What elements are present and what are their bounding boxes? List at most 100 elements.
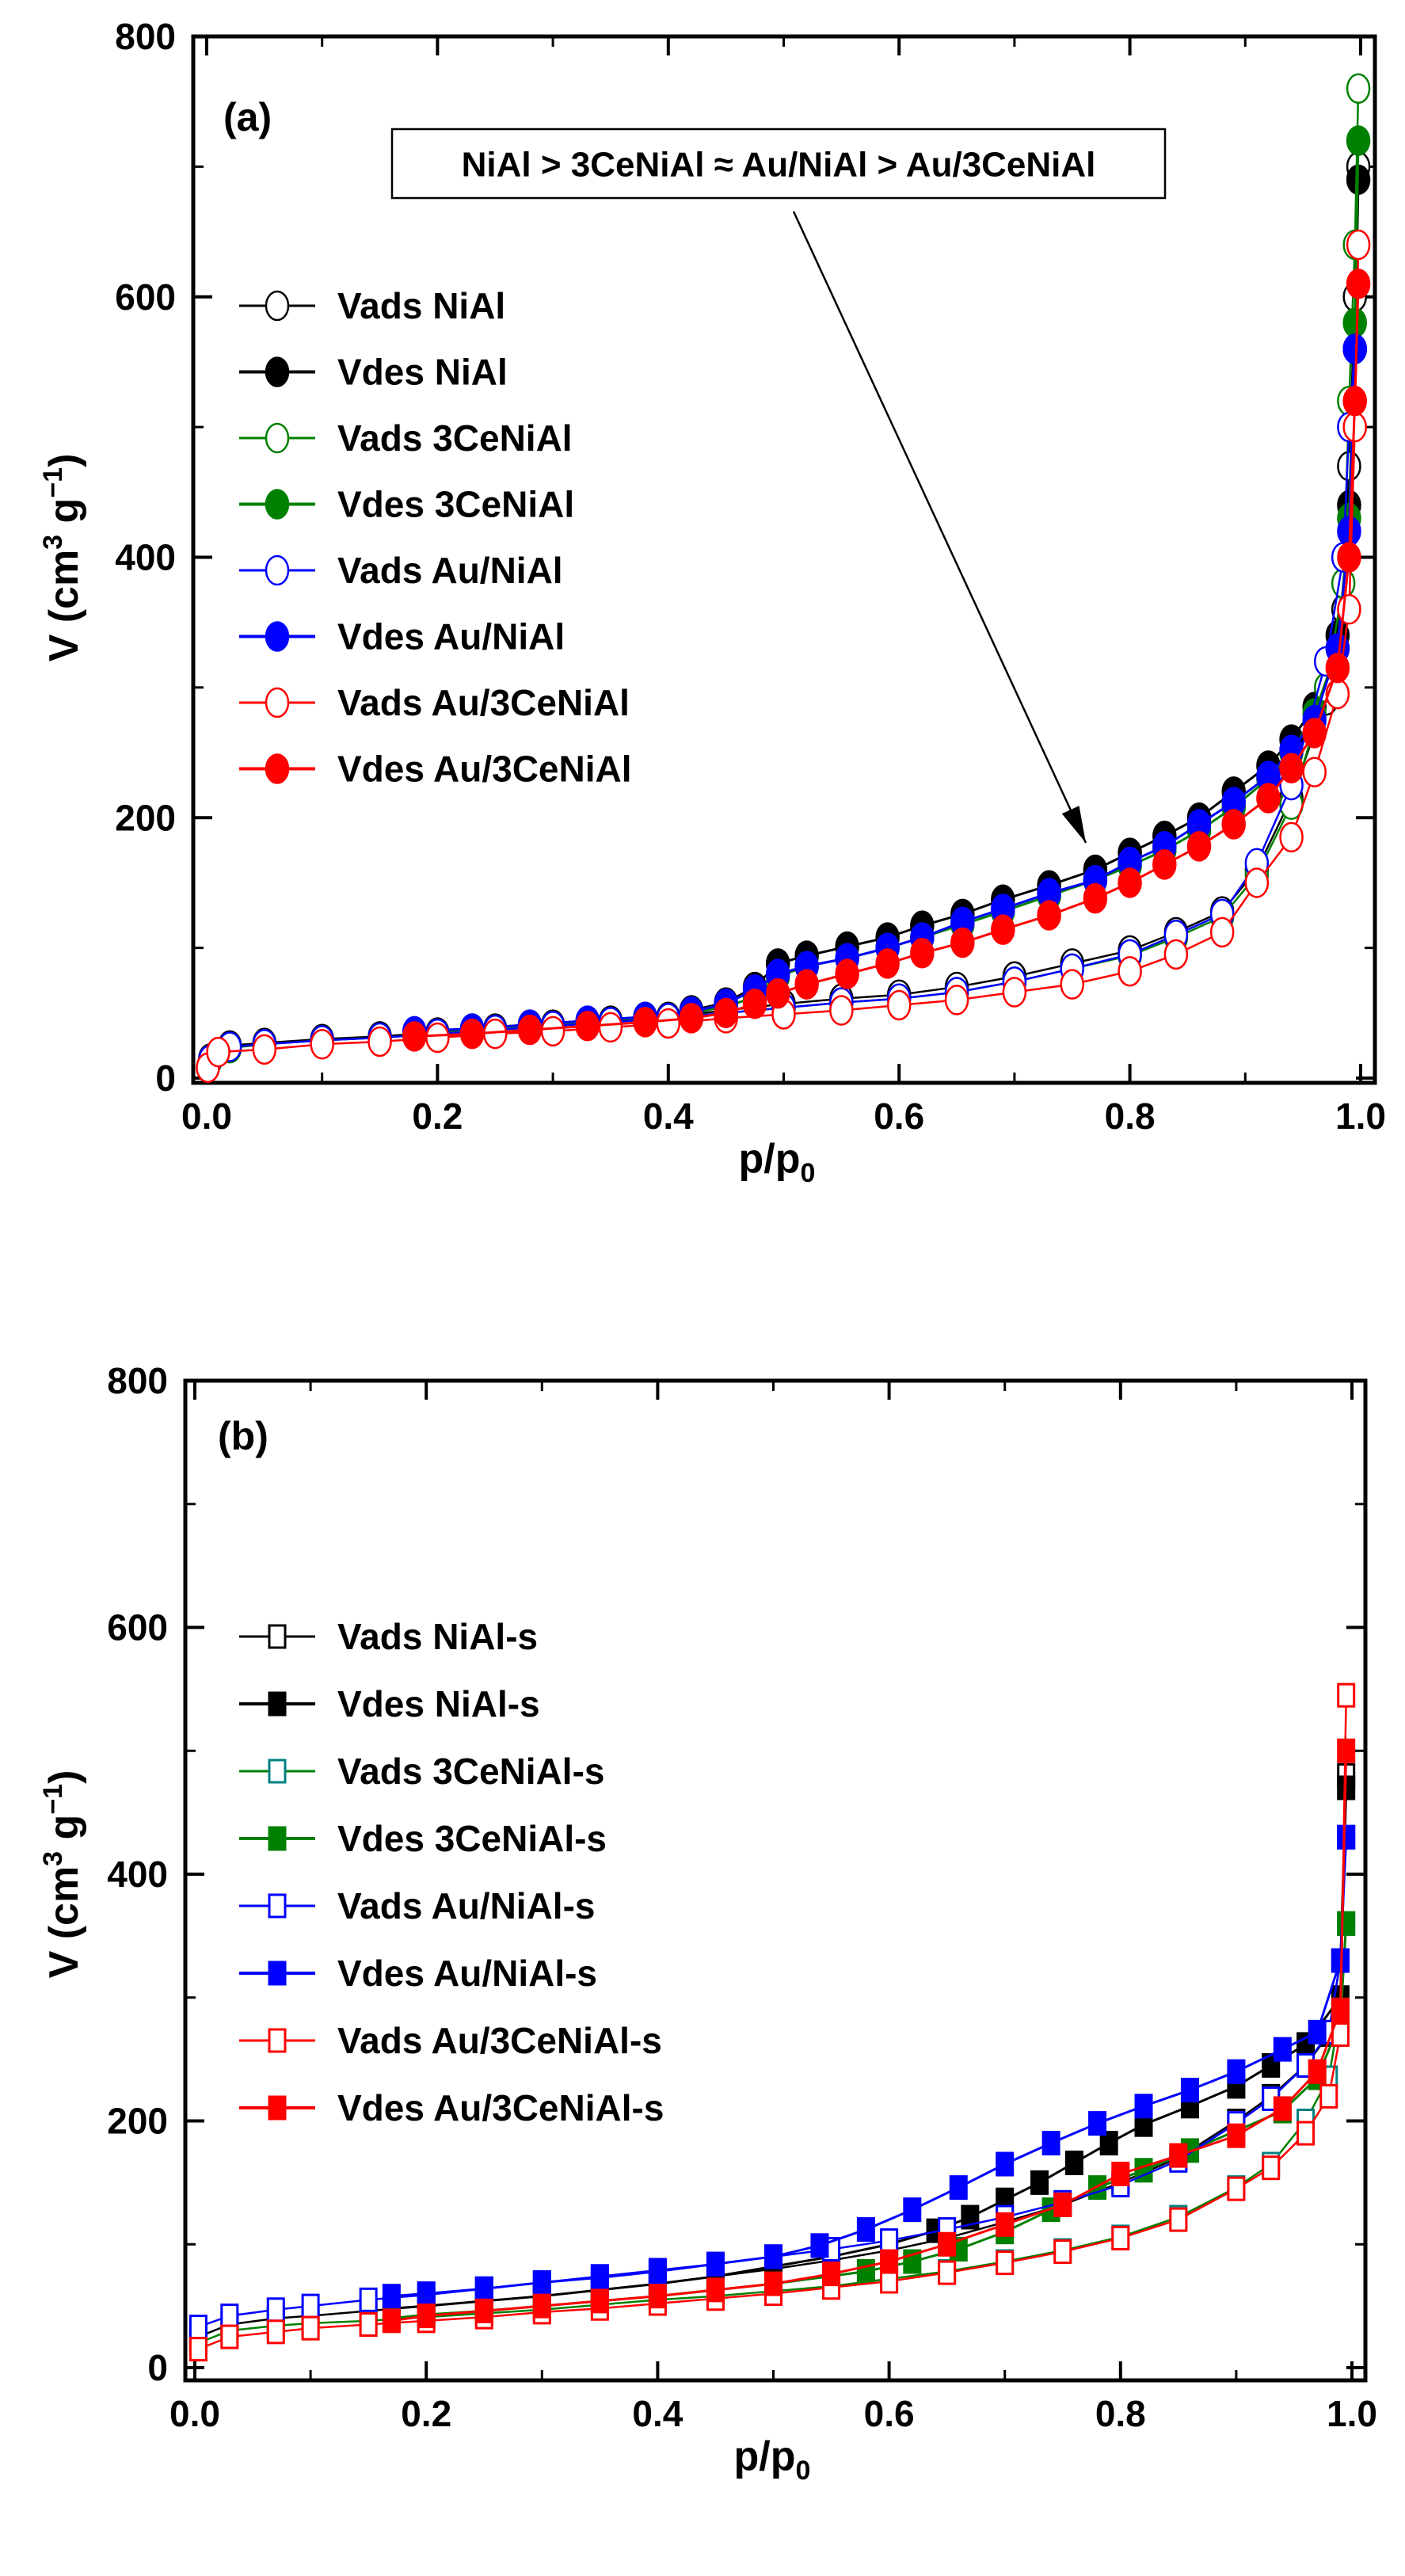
data-point xyxy=(856,2259,875,2284)
y-axis-title-superscript: −1 xyxy=(38,1784,68,1815)
legend-label: Vdes Au/NiAl xyxy=(337,616,565,657)
data-point xyxy=(1118,867,1142,898)
data-point xyxy=(822,2262,841,2287)
legend-marker-square xyxy=(268,2095,287,2121)
data-point xyxy=(301,2315,320,2341)
legend-label: Vdes Au/3CeNiAl-s xyxy=(337,2087,664,2128)
data-point xyxy=(1002,977,1027,1008)
data-point xyxy=(1118,955,1142,987)
legend-marker-square xyxy=(268,1961,287,1986)
x-axis-title-subscript: 0 xyxy=(801,1158,816,1188)
y-axis-title-part: ) xyxy=(41,1770,87,1784)
legend-marker-circle xyxy=(265,554,290,586)
y-tick-label: 0 xyxy=(147,2347,168,2388)
annotation-box xyxy=(390,128,1167,200)
data-point xyxy=(1053,2192,1072,2217)
y-axis-title-part: V (cm xyxy=(41,550,87,662)
data-point xyxy=(910,937,935,969)
data-point xyxy=(382,2308,401,2334)
data-point xyxy=(944,985,969,1016)
data-point xyxy=(1296,2121,1316,2146)
x-tick-label: 0.8 xyxy=(1095,2393,1146,2434)
data-point xyxy=(950,927,975,958)
y-axis-title-superscript: 3 xyxy=(38,1851,68,1866)
legend-item: Vads NiAl xyxy=(239,285,505,326)
legend-item: Vads NiAl-s xyxy=(239,1616,538,1657)
data-point xyxy=(1083,882,1108,914)
y-tick-label: 600 xyxy=(115,276,176,318)
data-point xyxy=(1331,1997,1350,2022)
legend-item: Vdes NiAl xyxy=(239,352,508,393)
data-point xyxy=(938,2231,957,2257)
legend-marker-circle xyxy=(265,489,290,520)
data-point xyxy=(1053,2239,1072,2265)
legend-label: Vdes Au/NiAl-s xyxy=(337,1953,597,1994)
legend-label: Vads Au/3CeNiAl-s xyxy=(337,2020,662,2061)
data-point xyxy=(1099,2131,1118,2156)
legend-marker-circle xyxy=(265,290,290,322)
data-point xyxy=(949,2175,968,2201)
data-point xyxy=(886,989,912,1021)
x-axis-title-subscript: 0 xyxy=(796,2456,811,2486)
data-point xyxy=(1346,269,1371,299)
x-tick-label: 0.0 xyxy=(181,1096,232,1137)
data-point xyxy=(633,1007,657,1038)
y-axis-title-superscript: −1 xyxy=(38,467,68,498)
data-point xyxy=(764,2244,782,2269)
x-tick-label: 0.6 xyxy=(874,1096,924,1137)
data-point xyxy=(1169,2207,1188,2232)
legend-item: Vads Au/NiAl-s xyxy=(239,1885,595,1926)
data-point xyxy=(459,1018,485,1050)
legend-label: Vdes 3CeNiAl-s xyxy=(337,1818,607,1859)
data-point xyxy=(765,977,790,1009)
legend-marker-square xyxy=(268,2028,287,2053)
data-point xyxy=(1221,809,1246,840)
data-point xyxy=(1302,756,1327,787)
x-tick-label: 0.0 xyxy=(169,2393,220,2434)
data-point xyxy=(474,2298,493,2323)
data-point xyxy=(382,2284,401,2309)
data-point xyxy=(1134,2094,1153,2119)
data-point xyxy=(742,989,767,1019)
data-point xyxy=(1169,2143,1188,2168)
data-point xyxy=(1064,2150,1083,2175)
data-point xyxy=(266,2319,285,2345)
y-tick-label: 0 xyxy=(155,1057,176,1099)
data-point xyxy=(1346,73,1371,104)
legend-label: Vads NiAl xyxy=(337,285,505,326)
data-point xyxy=(359,2311,378,2337)
data-point xyxy=(1244,867,1270,898)
y-axis-title: V (cm3 g−1) xyxy=(38,1770,87,1979)
legend-item: Vdes 3CeNiAl xyxy=(239,484,574,525)
data-point xyxy=(1279,821,1304,853)
y-axis-title-part: g xyxy=(41,498,87,535)
data-point xyxy=(252,1034,277,1065)
series-vdes-au-3cenial-s xyxy=(382,1738,1356,2334)
data-point xyxy=(810,2233,829,2258)
data-point xyxy=(1262,2155,1281,2181)
data-point xyxy=(359,2287,378,2312)
legend-label: Vads 3CeNiAl xyxy=(337,417,573,459)
y-tick-label: 800 xyxy=(115,16,176,57)
annotation-text: NiAl > 3CeNiAl ≈ Au/NiAl > Au/3CeNiAl xyxy=(462,146,1096,185)
data-point xyxy=(1273,2037,1292,2062)
legend-item: Vdes Au/3CeNiAl xyxy=(239,749,632,790)
data-point xyxy=(1030,2170,1049,2195)
data-point xyxy=(532,2270,551,2296)
data-point xyxy=(1337,542,1361,573)
data-point xyxy=(517,1014,543,1046)
x-tick-label: 1.0 xyxy=(1335,1096,1386,1137)
data-point xyxy=(266,2297,285,2323)
y-tick-label: 400 xyxy=(107,1854,168,1895)
data-point xyxy=(1111,2161,1130,2186)
data-point xyxy=(425,1022,450,1054)
legend-label: Vdes Au/3CeNiAl xyxy=(337,749,632,790)
legend-label: Vads Au/3CeNiAl xyxy=(337,682,630,723)
legend-item: Vdes Au/NiAl-s xyxy=(239,1953,597,1994)
legend-marker-circle xyxy=(265,621,290,652)
data-point xyxy=(996,2212,1015,2237)
x-axis-title: p/p0 xyxy=(739,1136,816,1188)
data-point xyxy=(1337,1824,1356,1850)
legend-item: Vads 3CeNiAl-s xyxy=(239,1751,604,1792)
